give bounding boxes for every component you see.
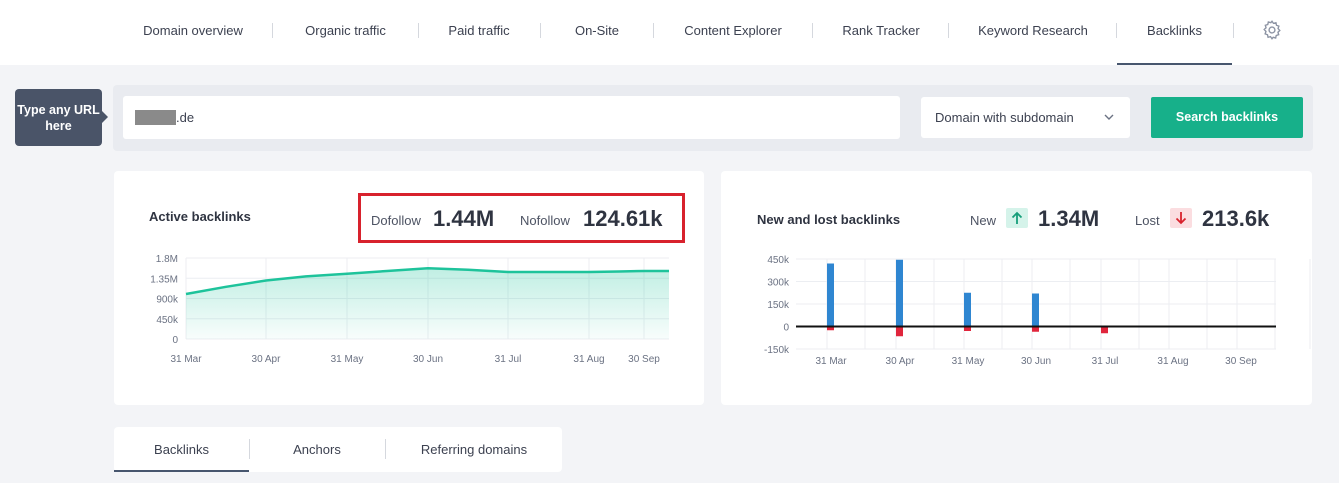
- lost-bar: [827, 326, 834, 331]
- arrow-down-icon: [1175, 212, 1187, 225]
- nav-divider: [418, 23, 419, 38]
- nofollow-label: Nofollow: [520, 213, 570, 228]
- x-tick-label: 30 Jun: [1021, 356, 1051, 367]
- y-tick-label: 300k: [767, 278, 790, 289]
- x-tick-label: 30 Jun: [413, 354, 443, 365]
- nav-divider: [540, 23, 541, 38]
- tab-divider: [385, 439, 386, 459]
- tab-referring-domains[interactable]: Referring domains: [420, 442, 528, 457]
- new-bar: [964, 292, 971, 327]
- new-bar: [896, 259, 903, 327]
- new-label: New: [970, 213, 997, 228]
- x-tick-label: 30 Apr: [886, 356, 916, 367]
- x-tick-label: 31 Aug: [573, 354, 604, 365]
- redacted-domain: [135, 110, 176, 125]
- active-backlinks-chart: 1.8M 1.35M 900k 450k 0 31 Mar 30 Apr 31 May 30 J…: [150, 254, 669, 365]
- x-tick-label: 30 Sep: [1225, 356, 1257, 367]
- y-tick-label: 450k: [156, 315, 179, 326]
- y-tick-label: 1.35M: [150, 274, 178, 285]
- gear-icon[interactable]: [1261, 19, 1283, 41]
- new-bar: [1032, 293, 1039, 327]
- tab-anchors[interactable]: Anchors: [293, 442, 341, 457]
- y-tick-label: 0: [783, 323, 789, 334]
- x-tick-label: 30 Sep: [628, 354, 660, 365]
- follow-stats-highlight: Dofollow 1.44M Nofollow 124.61k: [358, 193, 685, 243]
- active-backlinks-card: Active backlinks 1.8M 1.35M 900k 450k 0 31 Ma…: [114, 171, 704, 405]
- x-tick-label: 30 Apr: [252, 354, 282, 365]
- nav-divider: [948, 23, 949, 38]
- active-backlinks-title: Active backlinks: [149, 209, 251, 224]
- scope-select-value: Domain with subdomain: [935, 110, 1074, 125]
- nav-divider: [653, 23, 654, 38]
- lost-bar: [1032, 326, 1039, 332]
- dofollow-value: 1.44M: [433, 206, 495, 231]
- dofollow-label: Dofollow: [371, 213, 421, 228]
- arrow-up-icon: [1011, 211, 1023, 224]
- nav-backlinks[interactable]: Backlinks: [1117, 0, 1232, 65]
- nav-divider: [812, 23, 813, 38]
- nav-divider: [272, 23, 273, 38]
- x-tick-label: 31 Aug: [1157, 356, 1188, 367]
- scope-select[interactable]: Domain with subdomain: [921, 97, 1130, 138]
- nofollow-value: 124.61k: [583, 206, 663, 231]
- new-lost-title: New and lost backlinks: [757, 212, 901, 227]
- new-badge: [1006, 208, 1028, 228]
- new-lost-chart: 450k 300k 150k 0 -150k 31 Mar 30 Apr 31 May 30 J…: [764, 255, 1311, 367]
- nav-rank-tracker[interactable]: Rank Tracker: [842, 23, 920, 38]
- url-input[interactable]: [123, 96, 900, 139]
- url-hint-tooltip: Type any URL here: [15, 89, 108, 146]
- nav-divider: [1233, 23, 1234, 38]
- chevron-down-icon: [1104, 114, 1114, 120]
- search-backlinks-button[interactable]: Search backlinks: [1151, 97, 1303, 138]
- nav-keyword-research[interactable]: Keyword Research: [978, 23, 1088, 38]
- series-line: [185, 267, 669, 296]
- x-tick-label: 31 May: [952, 356, 985, 367]
- y-tick-label: 900k: [156, 295, 179, 306]
- top-navigation: Domain overview Organic traffic Paid tra…: [0, 0, 1339, 65]
- nav-on-site[interactable]: On-Site: [574, 23, 620, 38]
- y-tick-label: 1.8M: [156, 254, 178, 265]
- nav-organic-traffic[interactable]: Organic traffic: [305, 23, 386, 38]
- x-tick-label: 31 Mar: [815, 356, 847, 367]
- area-fill: [186, 268, 669, 339]
- lost-value: 213.6k: [1202, 206, 1270, 231]
- lost-badge: [1170, 208, 1192, 228]
- y-tick-label: 150k: [767, 300, 790, 311]
- x-tick-label: 31 May: [331, 354, 364, 365]
- y-tick-label: 450k: [767, 255, 790, 266]
- lost-label: Lost: [1135, 213, 1160, 228]
- x-tick-label: 31 Jul: [495, 354, 522, 365]
- new-value: 1.34M: [1038, 206, 1100, 231]
- nav-paid-traffic[interactable]: Paid traffic: [448, 23, 510, 38]
- lost-bar: [1101, 326, 1108, 334]
- x-tick-label: 31 Mar: [170, 354, 202, 365]
- lost-bar: [964, 326, 971, 331]
- lost-bar: [896, 326, 903, 337]
- backlinks-tabs: Backlinks Anchors Referring domains: [114, 427, 562, 472]
- tab-backlinks[interactable]: Backlinks: [114, 427, 249, 472]
- new-bar: [827, 263, 834, 327]
- y-tick-label: -150k: [764, 345, 790, 356]
- x-tick-label: 31 Jul: [1092, 356, 1119, 367]
- nav-divider: [1116, 23, 1117, 38]
- url-input-value: .de: [176, 110, 195, 125]
- nav-domain-overview[interactable]: Domain overview: [143, 23, 243, 38]
- tab-divider: [249, 439, 250, 459]
- nav-content-explorer[interactable]: Content Explorer: [684, 23, 782, 38]
- y-tick-label: 0: [172, 335, 178, 346]
- new-lost-backlinks-card: New and lost backlinks New 1.34M Lost 21…: [721, 171, 1312, 405]
